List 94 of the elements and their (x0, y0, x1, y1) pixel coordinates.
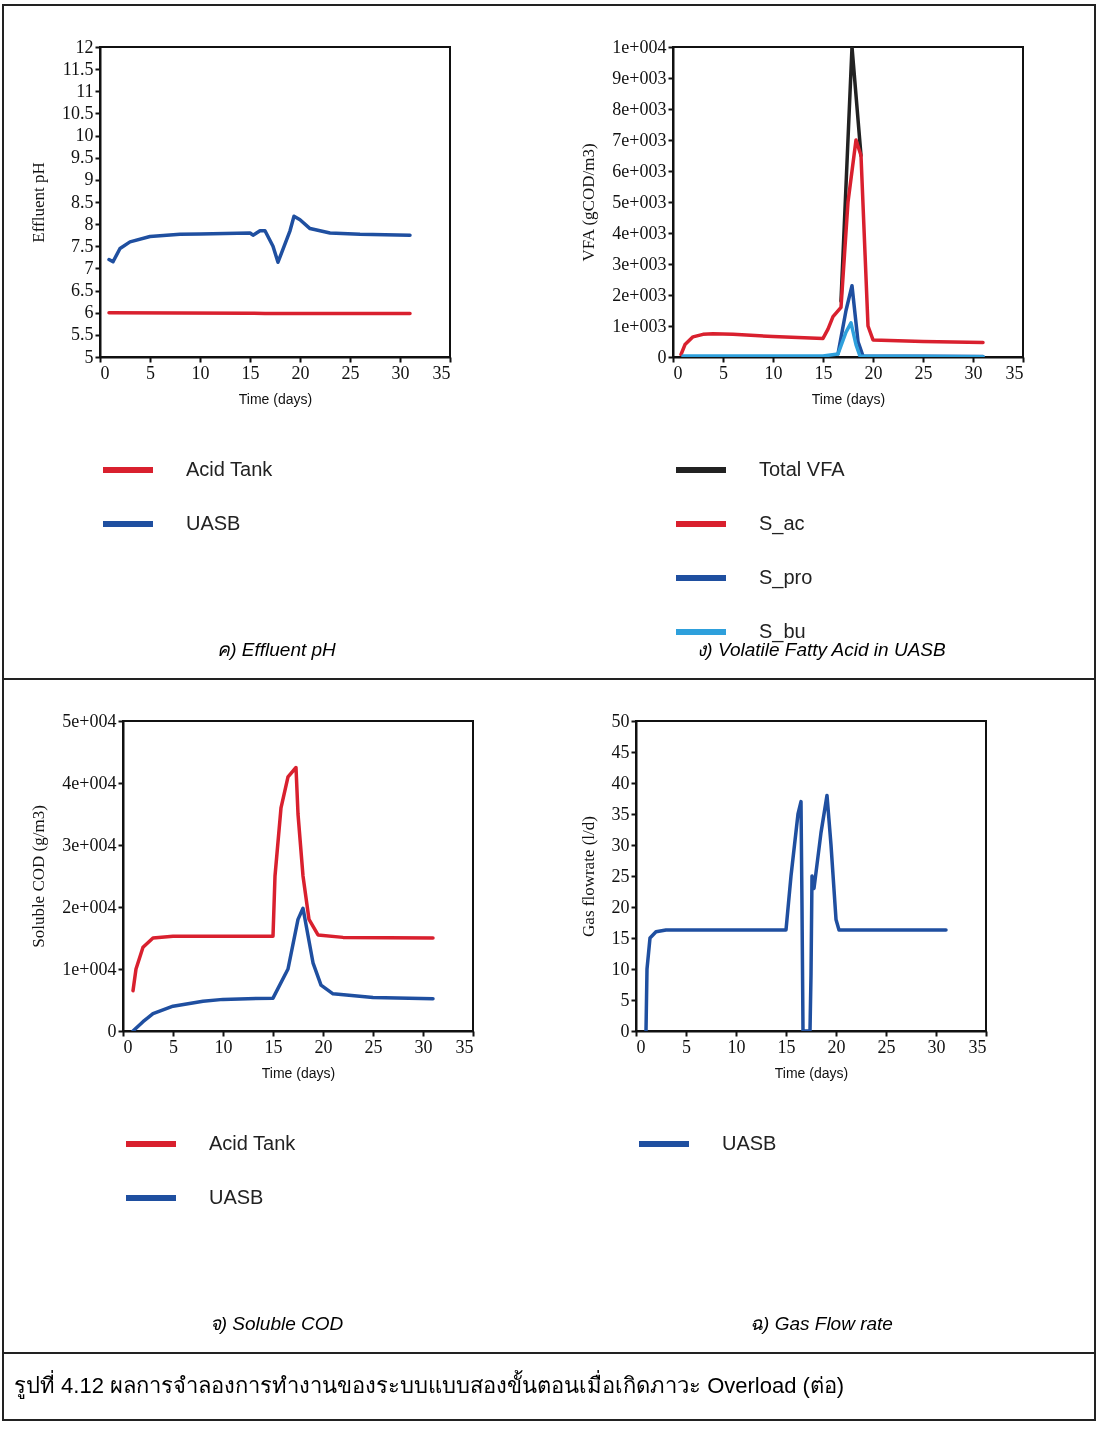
x-tick-label: 30 (964, 362, 983, 383)
legend-label: Acid Tank (209, 1132, 297, 1154)
x-tick-label: 35 (455, 1036, 474, 1057)
y-tick-label: 7 (84, 257, 94, 278)
y-tick-label: 30 (611, 834, 630, 855)
x-tick-label: 35 (1005, 362, 1024, 383)
y-tick-label: 6.5 (71, 280, 94, 301)
y-tick-label: 5e+003 (612, 191, 667, 212)
y-tick-label: 5.5 (71, 324, 94, 345)
y-tick-label: 15 (611, 927, 630, 948)
y-tick-label: 45 (611, 741, 630, 762)
y-tick-label: 4e+003 (612, 222, 667, 243)
x-tick-label: 20 (827, 1036, 846, 1057)
x-tick-label: 10 (727, 1036, 746, 1057)
x-tick-label: 5 (719, 362, 728, 383)
y-tick-label: 7e+003 (612, 129, 667, 150)
y-tick-label: 10 (611, 958, 630, 979)
x-tick-label: 25 (914, 362, 933, 383)
y-tick-label: 7.5 (71, 235, 94, 256)
x-tick-label: 30 (927, 1036, 946, 1057)
x-tick-label: 15 (241, 362, 260, 383)
x-tick-label: 15 (814, 362, 833, 383)
x-tick-label: 25 (877, 1036, 896, 1057)
x-axis-title: Time (days) (774, 1064, 849, 1081)
y-tick-label: 1e+004 (62, 958, 117, 979)
y-tick-label: 0 (620, 1020, 630, 1041)
text: ค) Effluent pH (216, 638, 337, 662)
x-tick-label: 10 (764, 362, 783, 383)
y-axis-title: Gas flowrate (l/d) (578, 816, 598, 937)
x-axis-title: Time (days) (261, 1064, 336, 1081)
y-tick-label: 20 (611, 896, 630, 917)
legend-label: UASB (209, 1186, 264, 1208)
y-axis-title: Soluble COD (g/m3) (29, 805, 49, 948)
y-tick-label: 6 (84, 302, 94, 323)
y-tick-label: 8.5 (71, 191, 94, 212)
y-tick-label: 11 (76, 80, 94, 101)
legend-label: S_bu (759, 620, 806, 643)
y-tick-label: 9e+003 (612, 67, 667, 88)
x-tick-label: 30 (414, 1036, 433, 1057)
x-tick-label: 10 (214, 1036, 233, 1057)
x-axis-title: Time (days) (811, 390, 886, 407)
y-tick-label: 2e+003 (612, 284, 667, 305)
text: ฉ) Gas Flow rate (749, 1312, 894, 1336)
text: จ) Soluble COD (208, 1312, 345, 1336)
y-tick-label: 0 (107, 1020, 117, 1041)
x-tick-label: 25 (364, 1036, 383, 1057)
legend-label: Total VFA (759, 458, 846, 480)
x-tick-label: 10 (191, 362, 210, 383)
y-tick-label: 4e+004 (62, 772, 117, 793)
y-tick-label: 5 (84, 346, 94, 367)
y-tick-label: 1e+003 (612, 315, 667, 336)
y-tick-label: 1e+004 (612, 36, 667, 57)
y-tick-label: 8e+003 (612, 98, 667, 119)
legend-label: UASB (186, 512, 241, 534)
y-tick-label: 9.5 (71, 147, 94, 168)
x-tick-label: 20 (314, 1036, 333, 1057)
x-tick-label: 35 (968, 1036, 987, 1057)
y-tick-label: 2e+004 (62, 896, 117, 917)
x-tick-label: 20 (864, 362, 883, 383)
x-tick-label: 5 (146, 362, 155, 383)
x-tick-label: 25 (341, 362, 360, 383)
y-tick-label: 9 (84, 169, 94, 190)
text: รูปที่ 4.12 ผลการจำลองการทำงานของระบบแบบสองขั้นตอนเมื่อเกิดภาวะ Overload (ต่อ) (14, 1369, 846, 1401)
y-tick-label: 35 (611, 803, 630, 824)
y-axis-title: VFA (gCOD/m3) (579, 143, 599, 262)
y-tick-label: 3e+003 (612, 253, 667, 274)
y-tick-label: 10.5 (62, 102, 94, 123)
y-tick-label: 10 (75, 125, 94, 146)
y-axis-title: Effluent pH (29, 162, 48, 243)
legend-label: UASB (722, 1132, 777, 1154)
x-tick-label: 0 (123, 1036, 133, 1057)
y-tick-label: 5 (620, 989, 630, 1010)
legend-label: S_ac (759, 512, 805, 535)
x-tick-label: 20 (291, 362, 310, 383)
y-tick-label: 25 (611, 865, 630, 886)
legend-label: Acid Tank (186, 458, 274, 480)
x-tick-label: 35 (432, 362, 451, 383)
y-tick-label: 40 (611, 772, 630, 793)
y-tick-label: 8 (84, 213, 94, 234)
y-tick-label: 12 (75, 36, 94, 57)
x-axis-title: Time (days) (238, 390, 313, 407)
x-tick-label: 0 (673, 362, 683, 383)
x-tick-label: 5 (169, 1036, 178, 1057)
y-tick-label: 50 (611, 710, 630, 731)
y-tick-label: 6e+003 (612, 160, 667, 181)
x-tick-label: 5 (682, 1036, 691, 1057)
y-tick-label: 5e+004 (62, 710, 117, 731)
y-tick-label: 3e+004 (62, 834, 117, 855)
x-tick-label: 15 (264, 1036, 283, 1057)
x-tick-label: 15 (777, 1036, 796, 1057)
x-tick-label: 30 (391, 362, 410, 383)
legend-label: S_pro (759, 566, 813, 589)
y-tick-label: 0 (657, 346, 667, 367)
y-tick-label: 11.5 (62, 58, 94, 79)
